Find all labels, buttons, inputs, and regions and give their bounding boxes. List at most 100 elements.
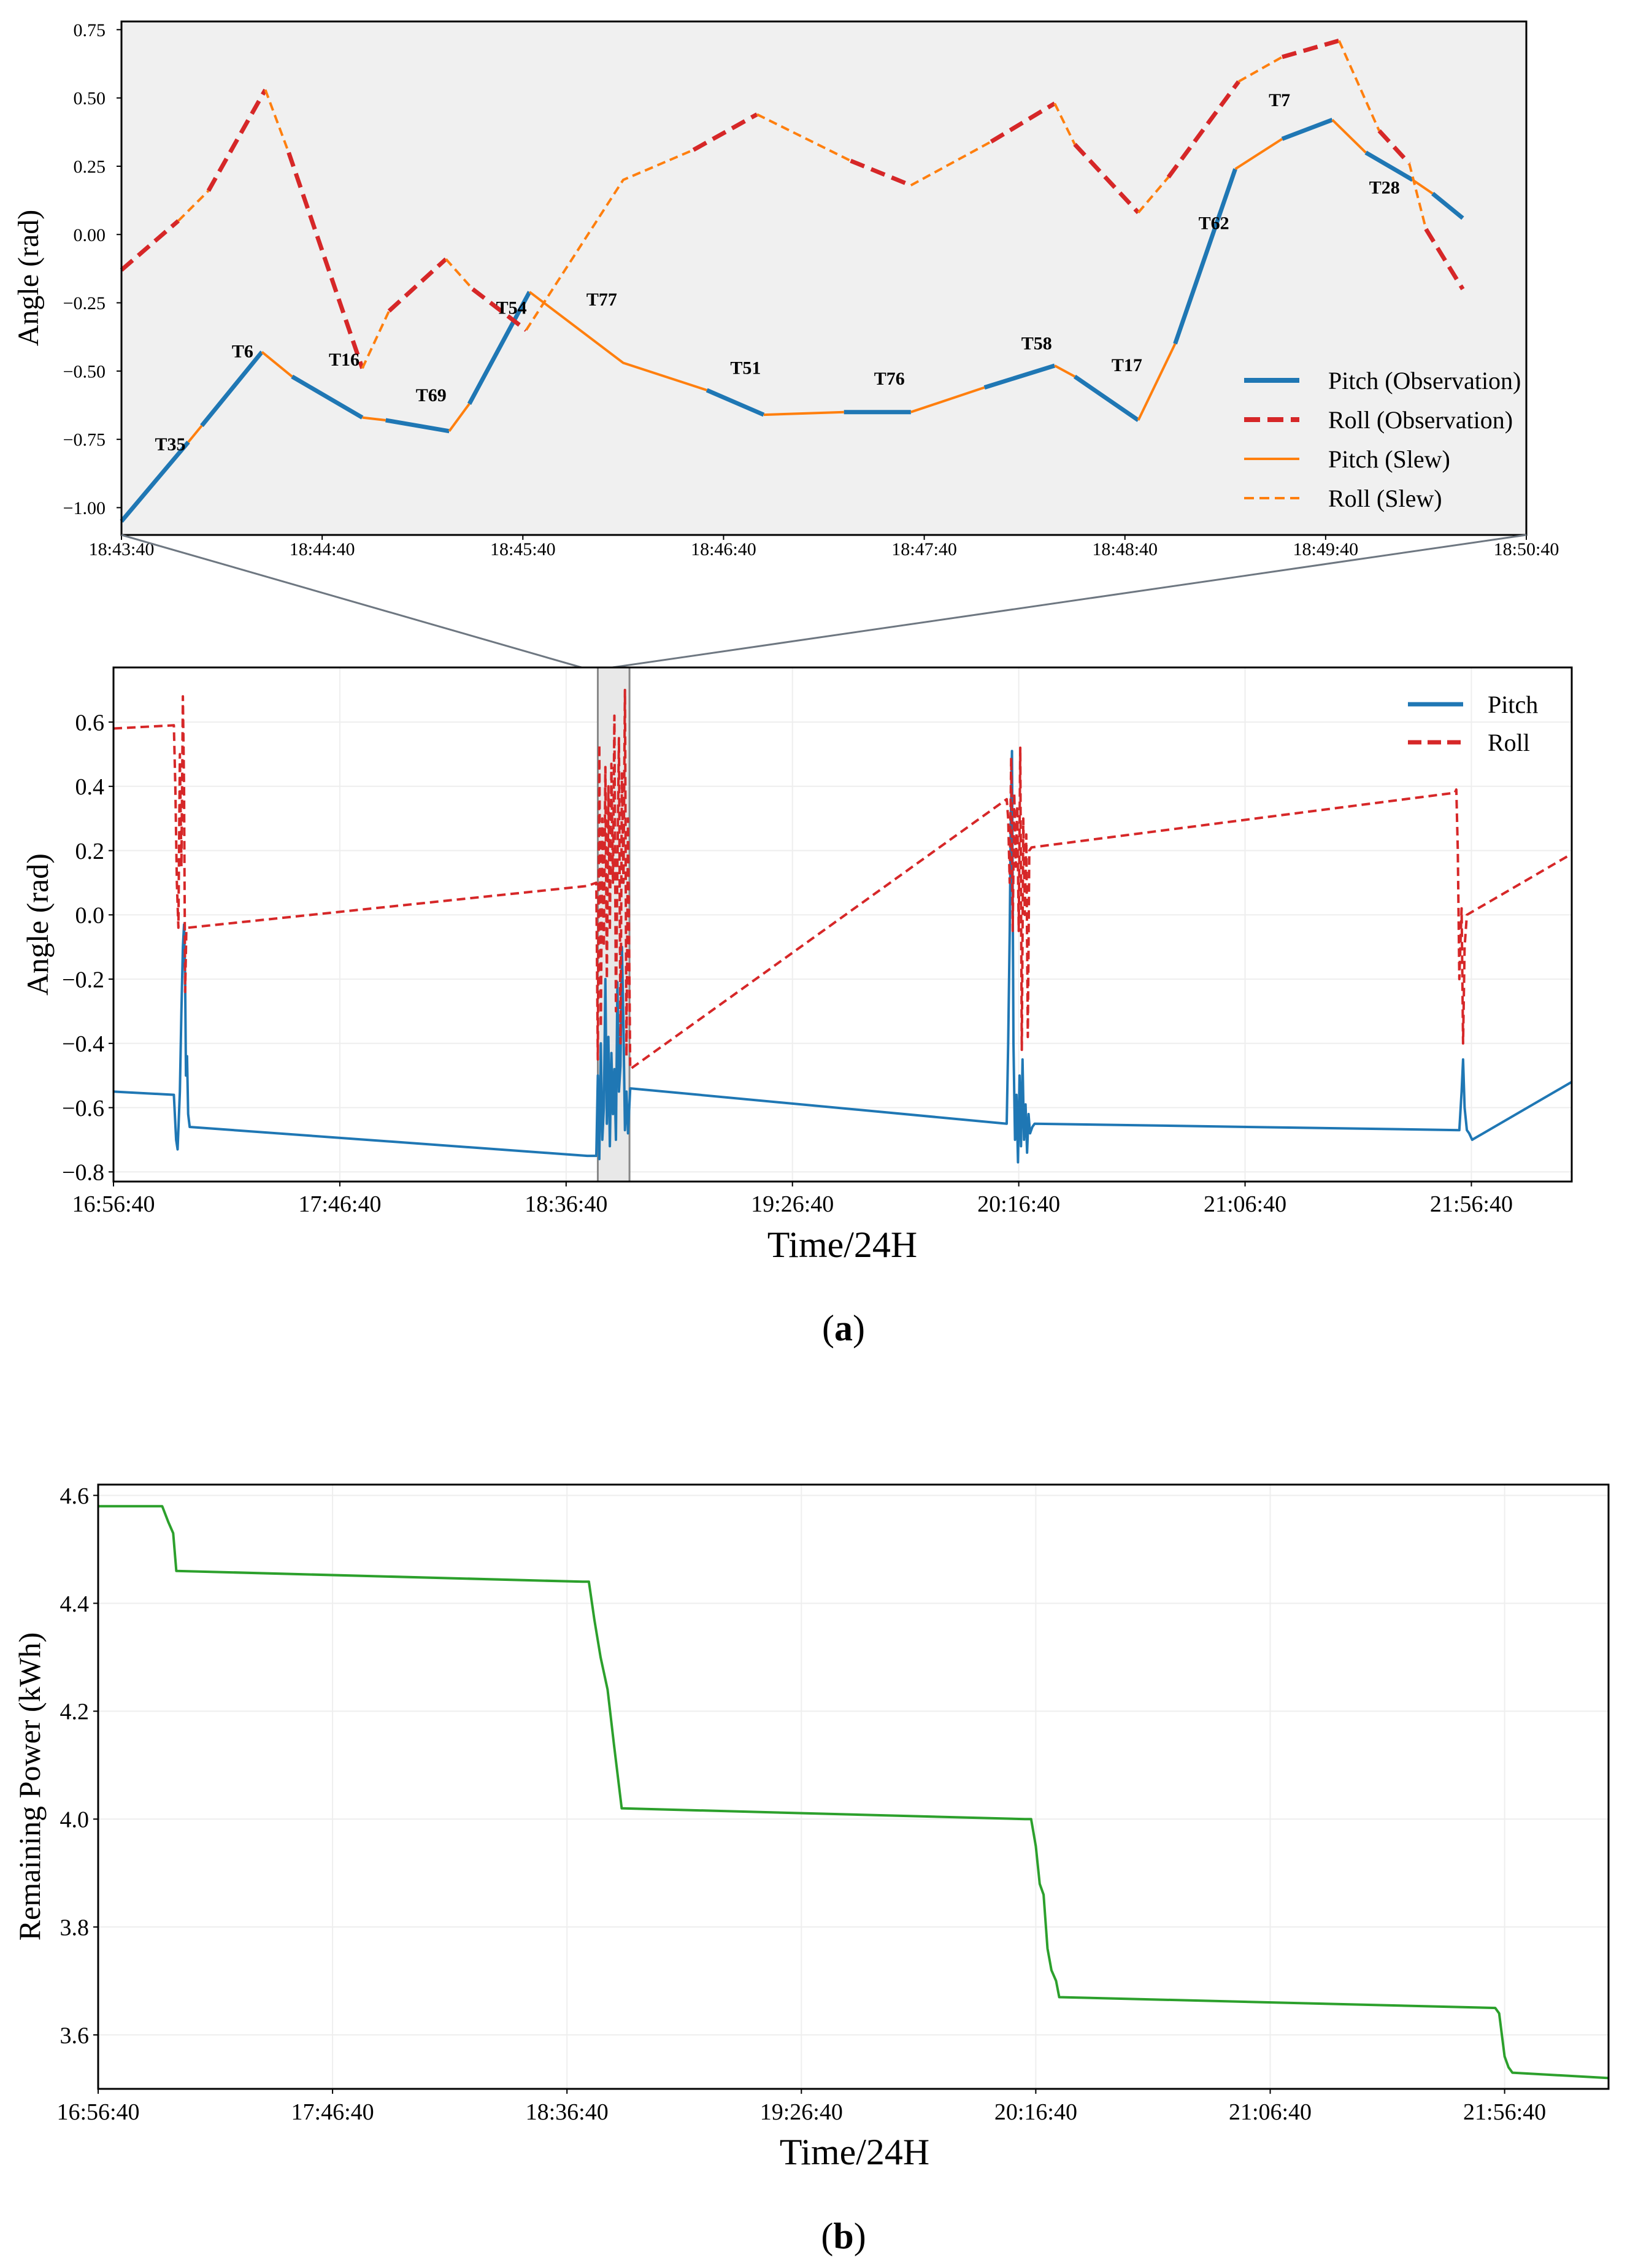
series-line — [1234, 137, 1283, 171]
annotation-label: T58 — [1021, 333, 1052, 353]
angle-legend: Pitch Roll — [1408, 691, 1538, 756]
series-line — [1281, 118, 1334, 141]
x-tick-label: 19:26:40 — [760, 2099, 843, 2125]
y-tick-label: 0.50 — [74, 88, 106, 109]
series-roll-slew — [177, 40, 1428, 369]
series-line — [387, 257, 448, 313]
y-tick-label: −0.75 — [63, 430, 106, 450]
series-pitch-observation — [120, 118, 1464, 523]
series-pitch-slew — [187, 118, 1434, 443]
caption-b: (b) — [821, 2216, 866, 2256]
annotation-label: T69 — [416, 385, 447, 406]
x-tick-label: 18:47:40 — [891, 539, 957, 559]
series-line — [910, 386, 985, 413]
series-line — [1337, 40, 1380, 131]
series-line — [113, 750, 1573, 1164]
x-tick-label: 21:06:40 — [1204, 1191, 1286, 1217]
series-line — [286, 152, 364, 369]
y-tick-label: −1.00 — [63, 498, 106, 518]
y-tick-label: 3.8 — [60, 1915, 90, 1940]
power-chart: 3.6 3.8 4.0 4.2 4.4 4.6 16:56:40 17:46:40 18:36… — [12, 1483, 1610, 2172]
angle-plot-frame — [112, 666, 1573, 1183]
series-line — [471, 287, 528, 332]
x-tick-label: 18:36:40 — [526, 2099, 609, 2125]
y-tick-label: −0.2 — [62, 967, 104, 993]
annotation-label: T54 — [496, 298, 527, 318]
series-line — [1424, 228, 1465, 291]
y-tick-label: −0.50 — [63, 361, 106, 382]
x-tick-label: 18:43:40 — [89, 539, 155, 559]
x-tick-label: 20:16:40 — [977, 1191, 1060, 1217]
annotation-label: T76 — [874, 369, 905, 389]
series-line — [120, 219, 180, 272]
series-line — [1073, 142, 1140, 214]
legend-label-roll: Roll — [1488, 729, 1530, 756]
series-line — [1173, 168, 1237, 345]
annotation-label: T35 — [155, 434, 186, 455]
y-tick-label: 0.2 — [75, 839, 105, 864]
power-grid — [98, 1485, 1609, 2089]
y-tick-label: 4.4 — [60, 1591, 90, 1617]
y-tick-label: −0.4 — [62, 1031, 104, 1057]
zoom-plot-background — [121, 21, 1526, 535]
series-line — [1282, 38, 1340, 60]
x-tick-label: 18:49:40 — [1293, 539, 1359, 559]
x-tick-label: 18:48:40 — [1092, 539, 1158, 559]
angle-y-ticks: −0.8 −0.6 −0.4 −0.2 0.0 0.2 0.4 0.6 — [62, 710, 113, 1186]
series-roll-observation — [120, 38, 1465, 369]
series-line — [98, 1505, 1609, 2080]
x-tick-label: 18:45:40 — [490, 539, 556, 559]
zoom-y-axis-label: Angle (rad) — [12, 210, 45, 347]
y-tick-label: 3.6 — [60, 2023, 90, 2048]
series-line — [1412, 179, 1434, 195]
legend-label-roll-observation: Roll (Observation) — [1328, 406, 1513, 434]
y-tick-label: 0.0 — [75, 903, 105, 929]
legend-label-pitch-observation: Pitch (Observation) — [1328, 367, 1521, 394]
series-line — [1408, 163, 1428, 229]
y-tick-label: −0.25 — [63, 293, 106, 313]
series-line — [445, 258, 474, 290]
series-line — [361, 310, 391, 369]
series-line — [705, 388, 765, 417]
series-line — [385, 418, 450, 434]
series-line — [200, 350, 264, 428]
series-line — [1073, 374, 1140, 422]
power-plot-frame — [97, 1483, 1610, 2090]
series-line — [1377, 129, 1411, 165]
x-tick-label: 18:36:40 — [525, 1191, 607, 1217]
series-line — [850, 158, 912, 188]
series-line — [291, 374, 364, 420]
y-tick-label: 4.0 — [60, 1807, 90, 1833]
y-tick-label: 0.6 — [75, 710, 105, 736]
angle-y-axis-label: Angle (rad) — [20, 853, 55, 996]
series-line — [120, 440, 190, 523]
series-line — [763, 410, 844, 417]
x-tick-label: 21:56:40 — [1463, 2099, 1546, 2125]
caption-a: (a) — [822, 1308, 865, 1348]
x-tick-label: 21:06:40 — [1229, 2099, 1312, 2125]
x-tick-label: 18:46:40 — [691, 539, 756, 559]
series-line — [261, 351, 293, 378]
zoom-x-ticks: 18:43:40 18:44:40 18:45:40 18:46:40 18:47:40… — [89, 535, 1559, 559]
series-line — [1331, 118, 1367, 154]
annotation-label: T7 — [1269, 90, 1290, 110]
zoom-y-ticks: −1.00 −0.75 −0.50 −0.25 0.00 0.25 0.50 0.75 — [63, 20, 121, 518]
series-line — [1054, 364, 1075, 378]
angle-plot-background — [113, 667, 1572, 1182]
annotation-label: T62 — [1199, 213, 1229, 233]
y-tick-label: 0.75 — [74, 20, 106, 40]
power-y-ticks: 3.6 3.8 4.0 4.2 4.4 4.6 — [60, 1483, 98, 2048]
series-line — [1137, 176, 1170, 213]
series-line — [990, 101, 1056, 144]
y-tick-label: −0.6 — [62, 1096, 104, 1121]
series-line — [983, 363, 1056, 390]
angle-x-axis-label: Time/24H — [767, 1224, 918, 1265]
series-line — [362, 416, 386, 421]
annotation-label: T17 — [1112, 355, 1142, 375]
x-tick-label: 19:26:40 — [751, 1191, 834, 1217]
series-line — [756, 113, 852, 162]
zoom-annotations: T35 T6 T16 T69 T54 T77 T51 T76 T58 T17 T62 T7 T28 — [155, 90, 1400, 455]
series-pitch — [113, 750, 1573, 1164]
x-tick-label: 17:46:40 — [291, 2099, 374, 2125]
series-line — [1364, 150, 1414, 182]
